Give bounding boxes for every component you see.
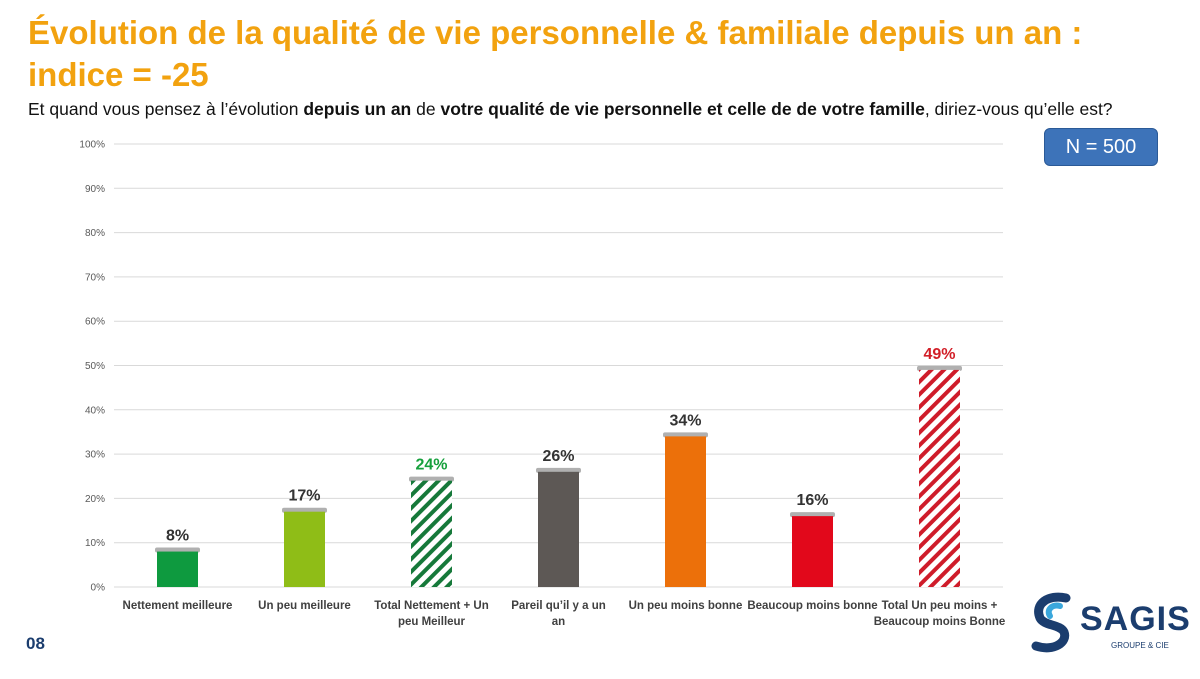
bar-top-shadow xyxy=(790,512,835,518)
y-tick-label: 0% xyxy=(91,583,106,594)
y-tick-label: 20% xyxy=(85,494,105,505)
y-tick-label: 50% xyxy=(85,361,105,372)
data-label: 8% xyxy=(166,528,189,545)
x-category-label: Total Un peu moins + Beaucoup moins Bonne xyxy=(874,600,1006,628)
bar-top-shadow xyxy=(409,476,454,482)
x-category-label: Un peu meilleure xyxy=(258,600,351,612)
y-tick-label: 10% xyxy=(85,538,105,549)
y-tick-label: 30% xyxy=(85,450,105,461)
bar xyxy=(665,436,706,587)
question-emphasis: votre qualité de vie personnelle et cell… xyxy=(440,99,925,119)
bar xyxy=(284,511,325,587)
data-label: 26% xyxy=(542,448,574,465)
y-tick-label: 40% xyxy=(85,405,105,416)
y-tick-label: 90% xyxy=(85,184,105,195)
question-emphasis: depuis un an xyxy=(303,99,412,119)
data-label: 24% xyxy=(415,457,447,474)
bar-top-shadow xyxy=(282,507,327,513)
page-number: 08 xyxy=(26,634,45,653)
bar-top-shadow xyxy=(155,547,200,553)
page-title: Évolution de la qualité de vie personnel… xyxy=(28,14,1083,93)
x-category-label: Pareil qu’il y a un an xyxy=(511,600,606,628)
bar xyxy=(538,471,579,587)
data-label: 34% xyxy=(669,412,701,429)
y-tick-label: 60% xyxy=(85,317,105,328)
bar xyxy=(411,480,452,587)
sample-size-badge: N = 500 xyxy=(1044,128,1158,166)
question-text: de xyxy=(411,99,441,119)
y-tick-label: 70% xyxy=(85,272,105,283)
x-category-label: Un peu moins bonne xyxy=(629,600,743,612)
survey-question: Et quand vous pensez à l’évolution depui… xyxy=(28,100,1158,119)
y-tick-label: 100% xyxy=(79,140,105,151)
sagis-s-logo-icon xyxy=(1031,592,1071,653)
bar xyxy=(157,551,198,587)
bar-top-shadow xyxy=(663,432,708,438)
bar-top-shadow xyxy=(536,467,581,473)
logo-text: SAGIS xyxy=(1080,600,1191,638)
question-text: , diriez-vous qu’elle est? xyxy=(924,99,1113,119)
y-tick-label: 80% xyxy=(85,228,105,239)
bar xyxy=(792,516,833,587)
x-category-label: Nettement meilleure xyxy=(123,600,233,612)
data-label: 16% xyxy=(796,492,828,509)
data-label: 17% xyxy=(288,488,320,505)
logo-subtitle: GROUPE & CIE xyxy=(1111,641,1169,650)
bar xyxy=(919,369,960,587)
x-category-label: Beaucoup moins bonne xyxy=(747,600,877,612)
data-label: 49% xyxy=(923,346,955,363)
question-text: Et quand vous pensez à l’évolution xyxy=(28,99,304,119)
bar-top-shadow xyxy=(917,365,962,371)
x-category-label: Total Nettement + Un peu Meilleur xyxy=(374,600,488,628)
